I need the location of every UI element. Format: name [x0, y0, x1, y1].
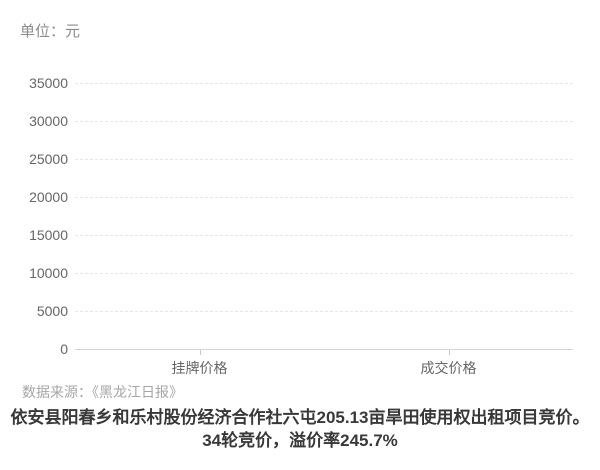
x-axis-tick [199, 350, 201, 355]
gridline [75, 83, 573, 84]
y-axis-tick-label: 0 [60, 341, 68, 357]
gridline [75, 311, 573, 312]
gridline [75, 235, 573, 236]
x-axis-line [75, 349, 573, 350]
x-axis-category-label: 挂牌价格 [171, 360, 228, 376]
x-axis-category-label: 成交价格 [420, 360, 477, 376]
chart-caption: 依安县阳春乡和乐村股份经济合作社六屯205.13亩旱田使用权出租项目竞价。 34… [0, 406, 600, 452]
data-source-label: 数据来源：《黑龙江日报》 [22, 384, 183, 400]
y-axis-tick-label: 30000 [29, 113, 68, 129]
gridline [75, 159, 573, 160]
y-axis-unit-label: 单位：元 [20, 23, 81, 40]
caption-line-2: 34轮竞价，溢价率245.7% [202, 431, 398, 450]
gridline [75, 273, 573, 274]
y-axis-tick-label: 20000 [29, 189, 68, 205]
y-axis-tick-label: 15000 [29, 227, 68, 243]
y-axis-tick-label: 35000 [29, 75, 68, 91]
gridline [75, 121, 573, 122]
y-axis-tick-label: 25000 [29, 151, 68, 167]
caption-line-1: 依安县阳春乡和乐村股份经济合作社六屯205.13亩旱田使用权出租项目竞价。 [10, 408, 590, 427]
y-axis-tick-label: 10000 [29, 265, 68, 281]
y-axis-tick-label: 5000 [36, 303, 68, 319]
gridline [75, 197, 573, 198]
x-axis-tick [448, 350, 450, 355]
